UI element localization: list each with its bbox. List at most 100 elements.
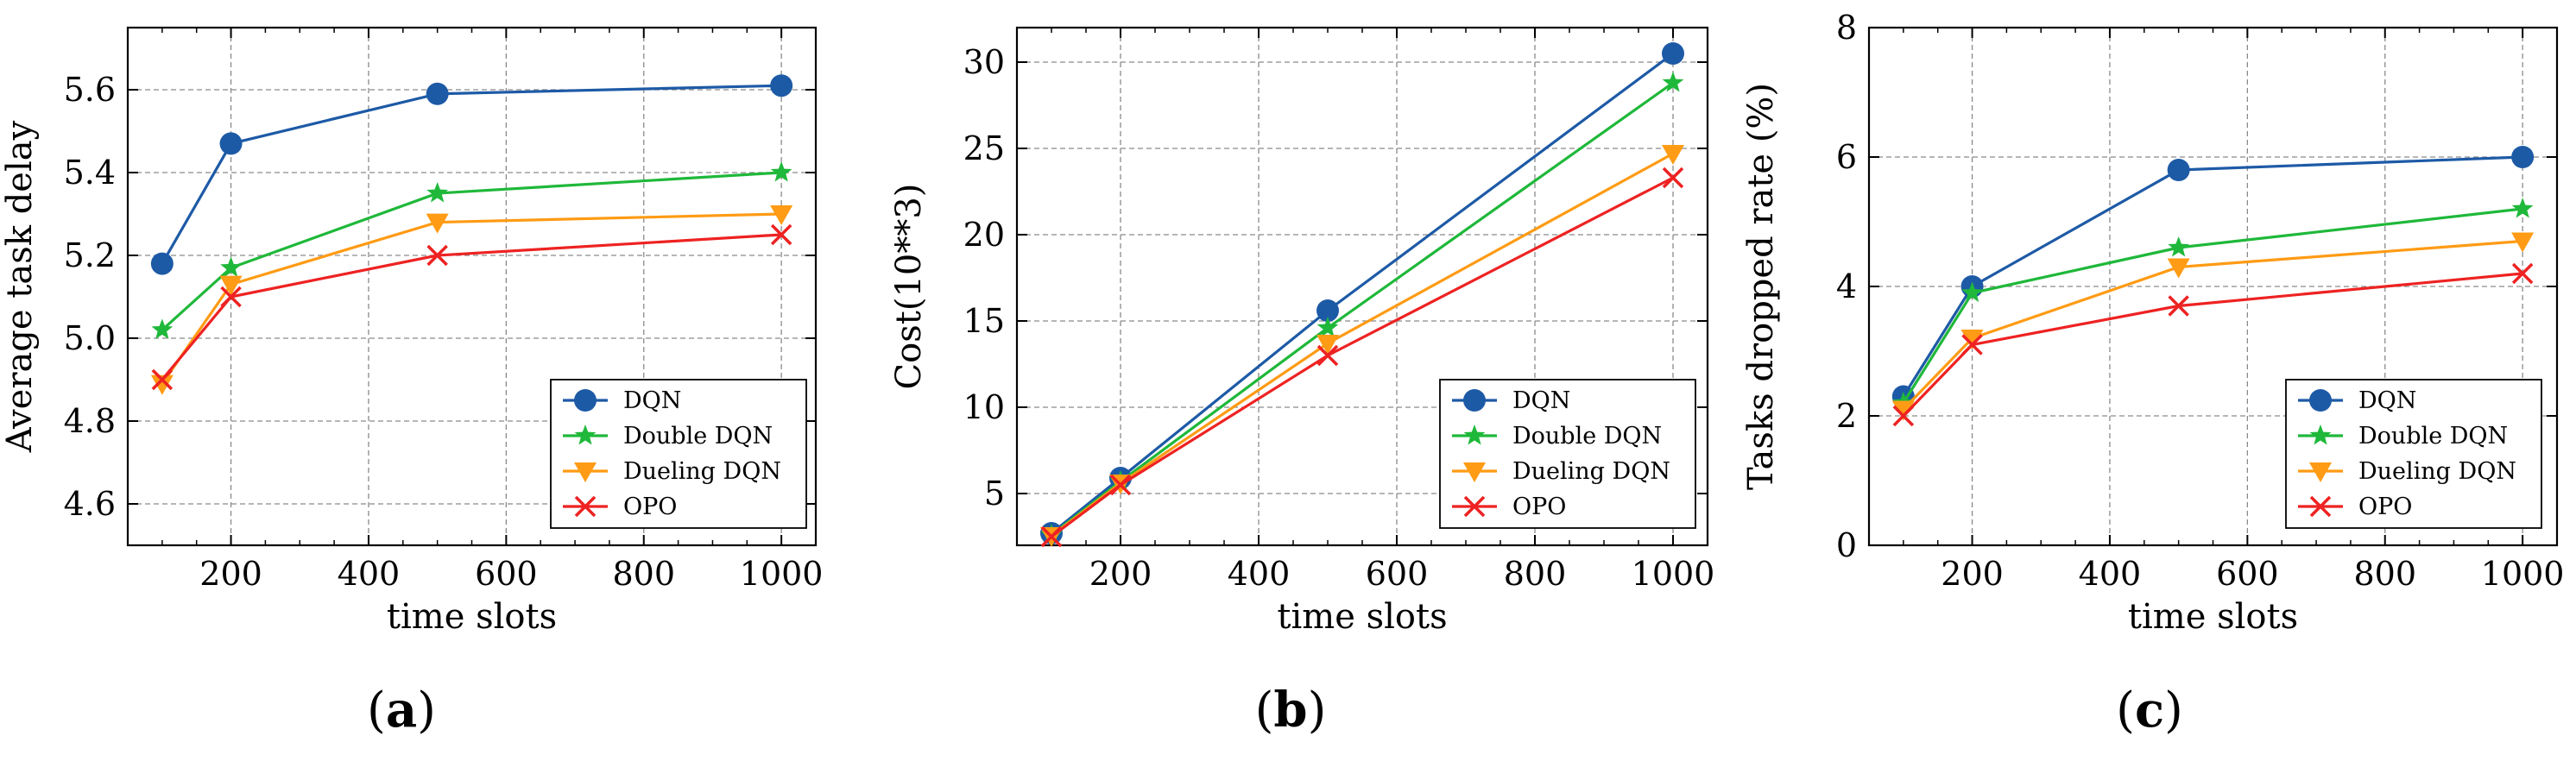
data-point <box>770 205 793 225</box>
y-tick-label: 2 <box>1836 397 1857 435</box>
data-point <box>1662 145 1684 165</box>
x-axis-label: time slots <box>2128 597 2298 637</box>
data-point <box>150 374 174 395</box>
x-axis-label: time slots <box>1277 597 1447 637</box>
legend-item: Double DQN <box>563 423 773 450</box>
data-point <box>2167 159 2190 181</box>
chart-panel-c: 200 400 600 800 1000 0 2 4 6 8 time slots Tasks dro… <box>1741 9 2565 637</box>
legend: DQN Double DQN Dueling DQN OPO <box>550 379 807 529</box>
legend-marker <box>574 425 597 445</box>
legend-item: DQN <box>1452 387 1570 414</box>
legend-label: Double DQN <box>1512 423 1662 450</box>
legend-label: OPO <box>1512 494 1566 520</box>
data-point <box>219 275 243 296</box>
x-tick-label: 200 <box>1941 555 2004 593</box>
caption-letter: a <box>385 682 418 739</box>
legend-marker <box>2309 389 2332 412</box>
caption-close: ) <box>1307 682 1327 739</box>
data-point <box>426 244 448 267</box>
y-tick-label: 5.2 <box>64 236 116 274</box>
y-tick-label: 10 <box>963 388 1005 426</box>
data-point <box>220 256 242 277</box>
data-point <box>1961 281 1983 302</box>
legend-marker <box>2309 462 2332 482</box>
legend-marker <box>2309 425 2332 445</box>
x-axis-label: time slots <box>387 597 557 637</box>
x-stroke <box>220 286 242 308</box>
x-tick-label: 1000 <box>1632 555 1715 593</box>
data-point <box>1662 167 1684 189</box>
series-line <box>1051 52 1674 535</box>
legend-marker <box>2309 495 2332 518</box>
x-stroke <box>1040 525 1063 548</box>
x-stroke <box>2168 295 2189 317</box>
x-tick-label: 1000 <box>2481 555 2565 593</box>
series-line <box>1902 155 2523 398</box>
panel-caption-c: (c) <box>2063 682 2236 739</box>
series-dqn <box>1891 146 2535 408</box>
x-stroke <box>426 244 448 267</box>
x-tick-label: 400 <box>1228 555 1291 593</box>
series-dueling-dqn <box>150 205 793 395</box>
series-line <box>1051 176 1674 538</box>
data-point <box>426 182 448 203</box>
caption-close: ) <box>2164 682 2183 739</box>
series-line <box>161 171 782 331</box>
y-tick-label: 4.6 <box>64 485 116 523</box>
data-point <box>2167 258 2190 279</box>
x-tick-label: 800 <box>1504 555 1567 593</box>
data-point <box>1891 400 1915 421</box>
data-point <box>150 252 174 275</box>
y-tick-label: 30 <box>963 43 1005 81</box>
series-dueling-dqn <box>1891 232 2535 421</box>
legend-label: OPO <box>623 494 677 520</box>
y-tick-label: 20 <box>963 216 1005 254</box>
series-opo <box>1892 262 2534 427</box>
series-line <box>1902 207 2523 404</box>
series-double-dqn <box>151 161 792 339</box>
data-point <box>219 132 243 155</box>
series-line <box>161 212 782 385</box>
series-dqn <box>150 74 793 275</box>
x-stroke <box>1463 495 1486 518</box>
x-tick-label: 1000 <box>740 555 824 593</box>
legend-marker <box>1463 462 1486 482</box>
x-stroke <box>574 495 597 518</box>
legend-item: Dueling DQN <box>1452 458 1670 485</box>
series-line <box>1902 239 2523 411</box>
legend-marker <box>574 462 597 482</box>
data-point <box>2511 232 2535 253</box>
x-stroke <box>1961 334 1983 355</box>
y-tick-label: 0 <box>1836 526 1857 564</box>
data-point <box>1960 330 1984 349</box>
legend-label: Dueling DQN <box>623 458 781 485</box>
x-tick-label: 600 <box>475 555 538 593</box>
legend-item: DQN <box>2298 387 2416 414</box>
data-point <box>220 286 242 308</box>
caption-letter: b <box>1273 682 1308 739</box>
series-line <box>161 84 782 265</box>
y-tick-label: 4.8 <box>64 402 116 440</box>
legend-marker <box>1463 425 1486 445</box>
caption-open: ( <box>1254 682 1274 739</box>
chart-panel-b: 200 400 600 800 1000 5 10 15 20 25 30 time slots Cos… <box>889 26 1715 637</box>
x-stroke <box>1892 405 1915 427</box>
legend-label: Dueling DQN <box>2358 458 2516 485</box>
data-point <box>2511 262 2534 285</box>
x-tick-label: 800 <box>612 555 675 593</box>
data-point <box>770 161 792 182</box>
data-point <box>1316 299 1339 322</box>
caption-letter: c <box>2134 682 2165 739</box>
series-opo <box>151 223 792 391</box>
data-point <box>770 223 792 246</box>
x-tick-label: 200 <box>199 555 262 593</box>
data-point <box>1040 525 1063 548</box>
y-tick-label: 5.0 <box>64 319 116 357</box>
legend-label: DQN <box>2358 387 2416 414</box>
data-point <box>2511 198 2534 218</box>
legend-label: Dueling DQN <box>1512 458 1670 485</box>
x-tick-label: 400 <box>2079 555 2142 593</box>
legend-item: Double DQN <box>1452 423 1662 450</box>
x-stroke <box>770 223 792 246</box>
